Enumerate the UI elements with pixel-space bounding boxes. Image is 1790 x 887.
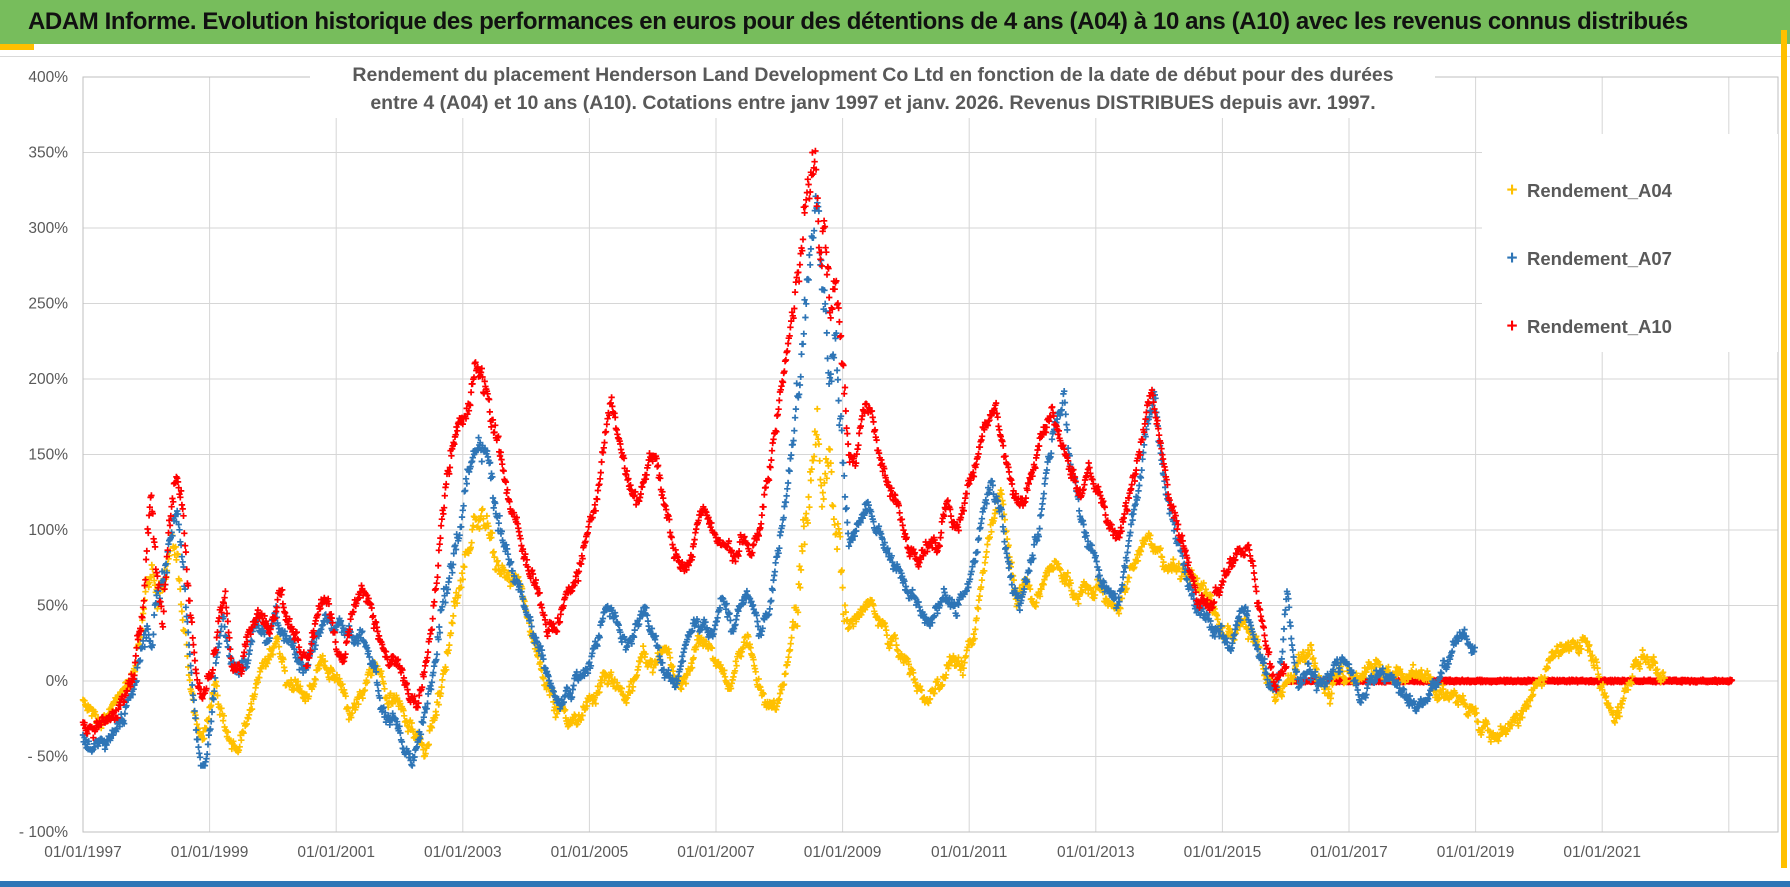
legend-item-rendement_a10[interactable]: + Rendement_A10 xyxy=(1506,316,1672,337)
legend-label: Rendement_A07 xyxy=(1527,248,1672,269)
x-tick-label: 01/01/2013 xyxy=(1057,844,1135,861)
legend-label: Rendement_A04 xyxy=(1527,180,1673,201)
legend-backdrop xyxy=(1482,134,1778,352)
legend-item-rendement_a04[interactable]: + Rendement_A04 xyxy=(1506,180,1672,201)
x-tick-label: 01/01/2005 xyxy=(551,844,629,861)
y-tick-label: - 50% xyxy=(28,749,69,766)
legend-marker-plus-icon: + xyxy=(1506,180,1517,201)
chart-title-line1: Rendement du placement Henderson Land De… xyxy=(352,64,1393,86)
x-tick-label: 01/01/2009 xyxy=(804,844,882,861)
legend: + Rendement_A04 + Rendement_A07 + Rendement_A… xyxy=(1506,180,1672,337)
legend-marker-plus-icon: + xyxy=(1506,248,1517,269)
banner-title: ADAM Informe. Evolution historique des p… xyxy=(28,8,1688,35)
chart-title-line2: entre 4 (A04) et 10 ans (A10). Cotations… xyxy=(370,92,1375,114)
x-tick-label: 01/01/1997 xyxy=(44,844,122,861)
y-tick-label: 350% xyxy=(28,145,68,162)
legend-item-rendement_a07[interactable]: + Rendement_A07 xyxy=(1506,248,1672,269)
chart-title: Rendement du placement Henderson Land De… xyxy=(352,64,1393,114)
y-tick-label: - 100% xyxy=(19,824,68,841)
x-tick-label: 01/01/2017 xyxy=(1310,844,1388,861)
y-tick-label: 50% xyxy=(37,598,68,615)
legend-label: Rendement_A10 xyxy=(1527,316,1672,337)
series-rendement_a10 xyxy=(79,147,1290,741)
x-tick-label: 01/01/2001 xyxy=(297,844,375,861)
right-accent-strip xyxy=(1781,30,1787,868)
title-backdrop xyxy=(310,58,1435,118)
x-tick-label: 01/01/2011 xyxy=(931,844,1007,861)
x-tick-label: 01/01/1999 xyxy=(171,844,249,861)
y-axis-labels: 400% 350% 300% 250% 200% 150% 100% 50% 0% - 50% - … xyxy=(19,69,68,841)
x-axis-labels: 01/01/1997 01/01/1999 01/01/2001 01/01/2003… xyxy=(44,844,1641,861)
series-rendement_a04 xyxy=(79,405,1668,760)
y-tick-label: 200% xyxy=(28,371,68,388)
performance-chart: 400% 350% 300% 250% 200% 150% 100% 50% 0% - 50% - … xyxy=(0,57,1790,881)
chart-canvas: 400% 350% 300% 250% 200% 150% 100% 50% 0% - 50% - … xyxy=(19,58,1779,861)
banner: ADAM Informe. Evolution historique des p… xyxy=(0,0,1790,44)
x-tick-label: 01/01/2015 xyxy=(1184,844,1262,861)
y-tick-label: 400% xyxy=(28,69,68,86)
y-tick-label: 300% xyxy=(28,220,68,237)
y-tick-label: 250% xyxy=(28,296,68,313)
x-tick-label: 01/01/2003 xyxy=(424,844,502,861)
x-tick-label: 01/01/2007 xyxy=(677,844,755,861)
y-tick-label: 150% xyxy=(28,447,68,464)
y-tick-label: 0% xyxy=(46,673,69,690)
bottom-accent-strip xyxy=(0,881,1790,887)
divider xyxy=(0,56,1790,57)
y-tick-label: 100% xyxy=(28,522,68,539)
corner-accent xyxy=(0,44,34,50)
x-tick-label: 01/01/2021 xyxy=(1563,844,1641,861)
legend-marker-plus-icon: + xyxy=(1506,316,1517,337)
x-tick-label: 01/01/2019 xyxy=(1437,844,1515,861)
